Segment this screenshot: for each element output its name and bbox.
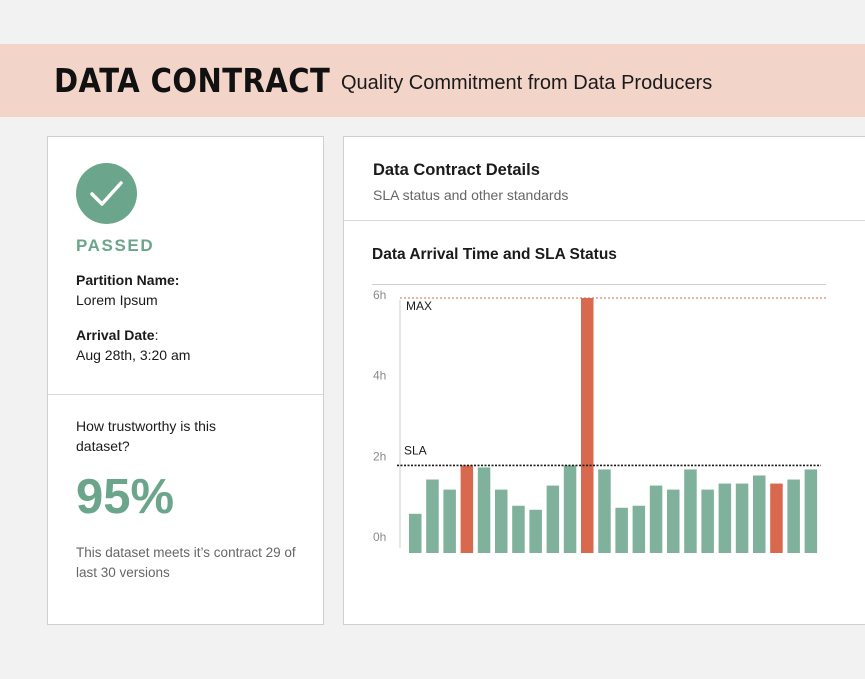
y-tick-label: 4h — [373, 369, 386, 383]
chart-title-rule — [372, 284, 826, 285]
partition-label: Partition Name: — [76, 272, 180, 288]
bar-breach — [460, 465, 474, 553]
bar-ok — [426, 479, 439, 553]
bar-ok — [718, 483, 732, 553]
bar-ok — [563, 465, 577, 553]
chart-title: Data Arrival Time and SLA Status — [372, 246, 617, 263]
bar-ok — [753, 475, 766, 553]
bar-ok — [512, 505, 525, 553]
bar-ok — [443, 489, 456, 553]
details-title: Data Contract Details — [373, 161, 540, 179]
arrival-date-colon: : — [154, 327, 159, 343]
bar-ok — [529, 509, 542, 553]
y-tick-label: 2h — [373, 449, 386, 463]
bar-ok — [684, 469, 697, 553]
trust-question: How trustworthy is this dataset? — [76, 418, 217, 454]
details-divider — [344, 220, 865, 221]
details-subtitle: SLA status and other standards — [373, 187, 569, 203]
bar-breach — [770, 483, 783, 553]
bar-ok — [701, 489, 714, 553]
y-tick-label: 0h — [373, 530, 386, 544]
trust-percentage: 95% — [76, 470, 175, 524]
arrival-date-value: Aug 28th, 3:20 am — [76, 347, 191, 363]
trust-note: This dataset meets it’s contract 29 of l… — [76, 545, 296, 580]
bar-ok — [787, 479, 800, 553]
bar-ok — [804, 469, 818, 553]
bar-ok — [477, 467, 491, 553]
bar-ok — [649, 485, 663, 553]
arrival-time-chart: 0h 2h 4h 6h MAX SLA — [373, 288, 826, 553]
page-title: DATA CONTRACT — [54, 61, 331, 100]
check-icon — [76, 163, 137, 224]
bar-ok — [495, 489, 508, 553]
bar-ok — [632, 505, 646, 553]
bar-ok — [735, 483, 749, 553]
header-banner — [0, 44, 865, 117]
bar-ok — [667, 489, 680, 553]
bar-ok — [546, 485, 560, 553]
bar-ok — [409, 513, 422, 553]
page-subtitle: Quality Commitment from Data Producers — [341, 72, 713, 94]
partition-value: Lorem Ipsum — [76, 292, 158, 308]
arrival-date-label: Arrival Date: — [76, 327, 158, 343]
bar-breach — [581, 298, 594, 553]
card-divider — [48, 394, 323, 395]
sla-label: SLA — [404, 443, 427, 457]
max-label: MAX — [406, 299, 432, 313]
contract-status-card: PASSED Partition Name: Lorem Ipsum Arriv… — [47, 136, 324, 625]
bar-ok — [615, 507, 628, 553]
y-tick-label: 6h — [373, 288, 386, 302]
status-badge: PASSED — [76, 236, 155, 255]
bar-ok — [598, 469, 611, 553]
arrival-date-label-text: Arrival Date — [76, 327, 155, 343]
